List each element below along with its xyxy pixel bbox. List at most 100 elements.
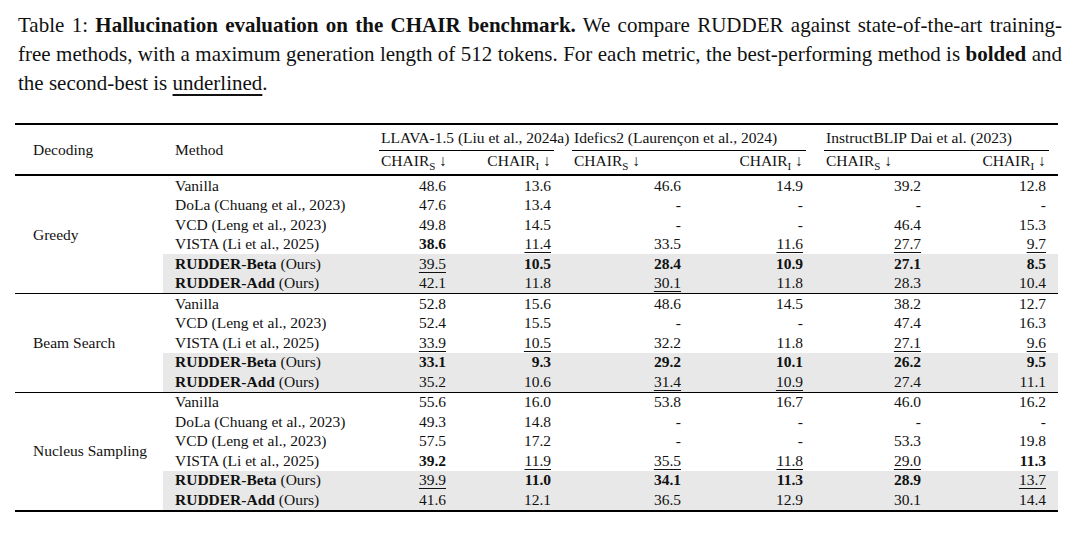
value-cell: 41.6 xyxy=(370,490,458,511)
value-cell: 32.2 xyxy=(563,333,693,353)
method-cell: VCD (Leng et al., 2023) xyxy=(163,215,370,235)
value-cell: 15.5 xyxy=(458,314,563,334)
value-cell: 17.2 xyxy=(458,432,563,452)
value-cell: 19.8 xyxy=(933,432,1058,452)
value-cell: 46.0 xyxy=(815,392,933,412)
value-cell: 14.5 xyxy=(693,294,815,314)
value-cell: 11.3 xyxy=(933,451,1058,471)
metric-header-chair-s: CHAIRS↓ xyxy=(563,151,693,175)
decoding-cell: Greedy xyxy=(15,175,163,294)
table-row: RUDDER-Add (Ours)41.612.136.512.930.114.… xyxy=(15,490,1058,511)
value-cell: 11.8 xyxy=(693,274,815,294)
down-arrow-icon: ↓ xyxy=(884,152,892,169)
model-group-label: LLAVA-1.5 (Liu et al., 2024a) xyxy=(379,128,554,151)
value-cell: 26.2 xyxy=(815,353,933,373)
method-cell: VCD (Leng et al., 2023) xyxy=(163,432,370,452)
value-cell: 39.2 xyxy=(370,451,458,471)
value-cell: 11.9 xyxy=(458,451,563,471)
down-arrow-icon: ↓ xyxy=(439,152,447,169)
method-cell: RUDDER-Beta (Ours) xyxy=(163,353,370,373)
method-cell: VISTA (Li et al., 2025) xyxy=(163,235,370,255)
method-cell: Vanilla xyxy=(163,392,370,412)
value-cell: 11.8 xyxy=(693,333,815,353)
model-group-header: Idefics2 (Laurençon et al., 2024) xyxy=(563,124,815,151)
model-group-label: Idefics2 (Laurençon et al., 2024) xyxy=(572,128,806,151)
value-cell: - xyxy=(563,314,693,334)
value-cell: 12.8 xyxy=(933,175,1058,196)
table-row: RUDDER-Beta (Ours)39.911.034.111.328.913… xyxy=(15,471,1058,491)
value-cell: 16.7 xyxy=(693,392,815,412)
value-cell: - xyxy=(693,314,815,334)
value-cell: 30.1 xyxy=(815,490,933,511)
value-cell: 13.6 xyxy=(458,175,563,196)
down-arrow-icon: ↓ xyxy=(632,152,640,169)
method-cell: VCD (Leng et al., 2023) xyxy=(163,314,370,334)
caption-underline-word: underlined xyxy=(173,71,263,95)
table-caption: Table 1: Hallucination evaluation on the… xyxy=(18,11,1062,98)
model-group-header: LLAVA-1.5 (Liu et al., 2024a) xyxy=(370,124,563,151)
down-arrow-icon: ↓ xyxy=(543,152,551,169)
value-cell: 27.4 xyxy=(815,372,933,392)
caption-bold-word: bolded xyxy=(966,42,1027,66)
caption-title: Hallucination evaluation on the CHAIR be… xyxy=(95,13,576,37)
table-row: VCD (Leng et al., 2023)57.517.2--53.319.… xyxy=(15,432,1058,452)
value-cell: 10.9 xyxy=(693,254,815,274)
table-row: VCD (Leng et al., 2023)49.814.5--46.415.… xyxy=(15,215,1058,235)
table-row: VCD (Leng et al., 2023)52.415.5--47.416.… xyxy=(15,314,1058,334)
value-cell: 13.4 xyxy=(458,196,563,216)
value-cell: 39.9 xyxy=(370,471,458,491)
value-cell: 48.6 xyxy=(370,175,458,196)
value-cell: 47.6 xyxy=(370,196,458,216)
value-cell: 29.2 xyxy=(563,353,693,373)
value-cell: 14.8 xyxy=(458,412,563,432)
value-cell: 57.5 xyxy=(370,432,458,452)
value-cell: 52.8 xyxy=(370,294,458,314)
table-row: RUDDER-Beta (Ours)39.510.528.410.927.18.… xyxy=(15,254,1058,274)
metric-header-chair-i: CHAIRI↓ xyxy=(693,151,815,175)
value-cell: 11.0 xyxy=(458,471,563,491)
caption-text-c: . xyxy=(262,71,267,95)
method-cell: VISTA (Li et al., 2025) xyxy=(163,451,370,471)
value-cell: - xyxy=(815,412,933,432)
value-cell: 11.6 xyxy=(693,235,815,255)
value-cell: 38.6 xyxy=(370,235,458,255)
table-row: RUDDER-Add (Ours)42.111.830.111.828.310.… xyxy=(15,274,1058,294)
value-cell: 10.5 xyxy=(458,333,563,353)
value-cell: 16.3 xyxy=(933,314,1058,334)
value-cell: 9.6 xyxy=(933,333,1058,353)
table-row: DoLa (Chuang et al., 2023)47.613.4---- xyxy=(15,196,1058,216)
value-cell: 14.4 xyxy=(933,490,1058,511)
method-cell: DoLa (Chuang et al., 2023) xyxy=(163,412,370,432)
value-cell: 49.3 xyxy=(370,412,458,432)
value-cell: 42.1 xyxy=(370,274,458,294)
value-cell: 27.7 xyxy=(815,235,933,255)
value-cell: - xyxy=(693,432,815,452)
value-cell: - xyxy=(815,196,933,216)
value-cell: 13.7 xyxy=(933,471,1058,491)
table-row: RUDDER-Beta (Ours)33.19.329.210.126.29.5 xyxy=(15,353,1058,373)
metric-header-chair-i: CHAIRI↓ xyxy=(458,151,563,175)
value-cell: 28.3 xyxy=(815,274,933,294)
value-cell: 53.8 xyxy=(563,392,693,412)
method-cell: Vanilla xyxy=(163,175,370,196)
value-cell: 11.8 xyxy=(458,274,563,294)
table-row: GreedyVanilla48.613.646.614.939.212.8 xyxy=(15,175,1058,196)
down-arrow-icon: ↓ xyxy=(1038,152,1046,169)
value-cell: - xyxy=(693,412,815,432)
value-cell: 35.2 xyxy=(370,372,458,392)
value-cell: 34.1 xyxy=(563,471,693,491)
value-cell: 46.4 xyxy=(815,215,933,235)
table-row: DoLa (Chuang et al., 2023)49.314.8---- xyxy=(15,412,1058,432)
value-cell: 35.5 xyxy=(563,451,693,471)
value-cell: 10.1 xyxy=(693,353,815,373)
paper-page: Table 1: Hallucination evaluation on the… xyxy=(0,11,1080,512)
table-row: Nucleus SamplingVanilla55.616.053.816.74… xyxy=(15,392,1058,412)
table-row: RUDDER-Add (Ours)35.210.631.410.927.411.… xyxy=(15,372,1058,392)
value-cell: 15.3 xyxy=(933,215,1058,235)
value-cell: 9.3 xyxy=(458,353,563,373)
method-cell: VISTA (Li et al., 2025) xyxy=(163,333,370,353)
value-cell: 10.5 xyxy=(458,254,563,274)
table-row: VISTA (Li et al., 2025)38.611.433.511.62… xyxy=(15,235,1058,255)
value-cell: 8.5 xyxy=(933,254,1058,274)
value-cell: - xyxy=(563,215,693,235)
